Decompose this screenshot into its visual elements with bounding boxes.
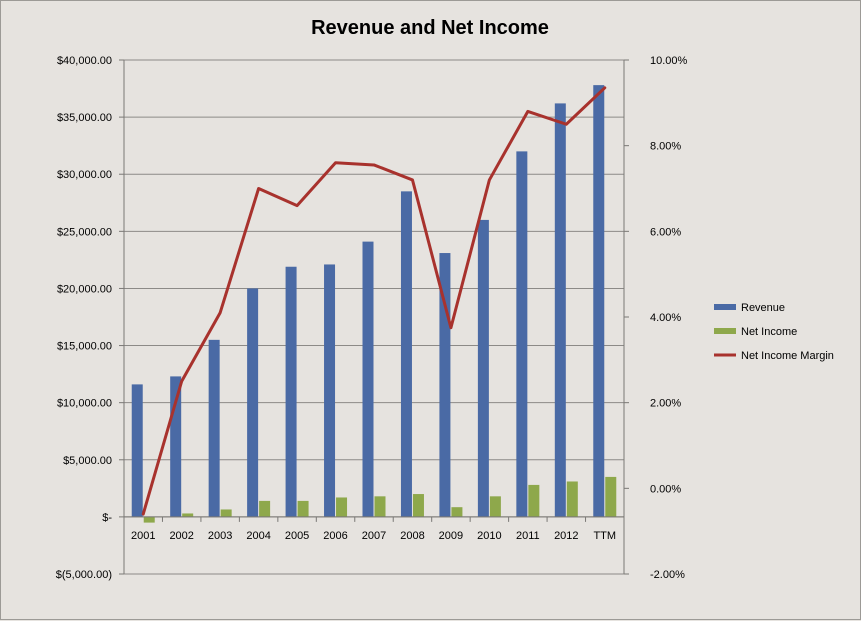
bar-net-income	[374, 496, 386, 517]
bar-net-income	[451, 507, 463, 517]
bar-revenue	[439, 253, 451, 517]
bar-revenue	[131, 384, 143, 517]
y-left-tick-label: $40,000.00	[57, 55, 112, 67]
chart-title: Revenue and Net Income	[311, 17, 549, 39]
bar-net-income	[259, 500, 271, 517]
bars-group	[131, 85, 617, 523]
line-group	[141, 86, 607, 516]
bar-net-income	[297, 500, 309, 517]
x-tick-label: 2008	[400, 530, 424, 542]
legend-swatch-net-income	[714, 328, 736, 334]
legend-label-net-income-margin: Net Income Margin	[741, 350, 834, 362]
y-right-tick-label: 2.00%	[650, 398, 681, 410]
y-left-tick-label: $25,000.00	[57, 226, 112, 238]
bar-net-income	[220, 509, 232, 517]
bar-net-income	[336, 497, 348, 517]
legend-swatch-revenue	[714, 304, 736, 310]
y-right-tick-label: 10.00%	[650, 55, 688, 67]
line-net-income-margin	[141, 86, 607, 516]
y-left-tick-label: $30,000.00	[57, 169, 112, 181]
bar-revenue	[593, 85, 605, 517]
y-left-tick-label: $5,000.00	[63, 455, 112, 467]
bar-revenue	[554, 103, 566, 517]
bar-revenue	[400, 191, 412, 517]
x-tick-label: 2006	[323, 530, 347, 542]
y-left-tick-label: $(5,000.00)	[56, 569, 112, 581]
y-left-tick-label: $15,000.00	[57, 341, 112, 353]
bar-revenue	[362, 241, 374, 517]
bar-revenue	[477, 219, 489, 517]
bar-revenue	[247, 288, 259, 517]
gridlines	[124, 59, 624, 575]
bar-net-income	[412, 494, 424, 517]
bar-net-income	[182, 513, 194, 517]
y-right-tick-label: 0.00%	[650, 483, 681, 495]
y-left-tick-label: $35,000.00	[57, 112, 112, 124]
bar-revenue	[170, 376, 182, 517]
legend-label-net-income: Net Income	[741, 326, 797, 338]
legend-label-revenue: Revenue	[741, 302, 785, 314]
labels-group: $(5,000.00) $- $5,000.00 $10,000.00 $15,000.…	[56, 55, 688, 581]
x-tick-label: 2012	[554, 530, 578, 542]
x-tick-label: 2005	[285, 530, 309, 542]
bar-revenue	[516, 151, 528, 517]
x-tick-label: 2001	[131, 530, 155, 542]
bar-net-income	[489, 496, 501, 517]
x-tick-label: TTM	[593, 530, 616, 542]
x-tick-label: 2002	[169, 530, 193, 542]
bar-revenue	[208, 339, 220, 517]
x-tick-label: 2004	[246, 530, 270, 542]
y-left-tick-label: $-	[102, 512, 112, 524]
y-left-tick-label: $20,000.00	[57, 283, 112, 295]
y-right-tick-label: 6.00%	[650, 226, 681, 238]
x-tick-label: 2009	[439, 530, 463, 542]
bar-net-income	[528, 484, 540, 517]
bar-net-income	[566, 481, 578, 517]
x-tick-label: 2007	[362, 530, 386, 542]
y-left-tick-label: $10,000.00	[57, 398, 112, 410]
x-tick-label: 2003	[208, 530, 232, 542]
x-tick-label: 2010	[477, 530, 501, 542]
x-tick-label: 2011	[516, 530, 540, 542]
bar-net-income	[605, 476, 617, 517]
bar-revenue	[324, 264, 336, 517]
legend: Revenue Net Income Net Income Margin	[714, 302, 834, 362]
bar-revenue	[285, 266, 297, 517]
axes-group	[119, 59, 629, 575]
bar-net-income	[143, 516, 155, 523]
y-right-tick-label: 4.00%	[650, 312, 681, 324]
y-right-tick-label: 8.00%	[650, 141, 681, 153]
y-right-tick-label: -2.00%	[650, 569, 685, 581]
